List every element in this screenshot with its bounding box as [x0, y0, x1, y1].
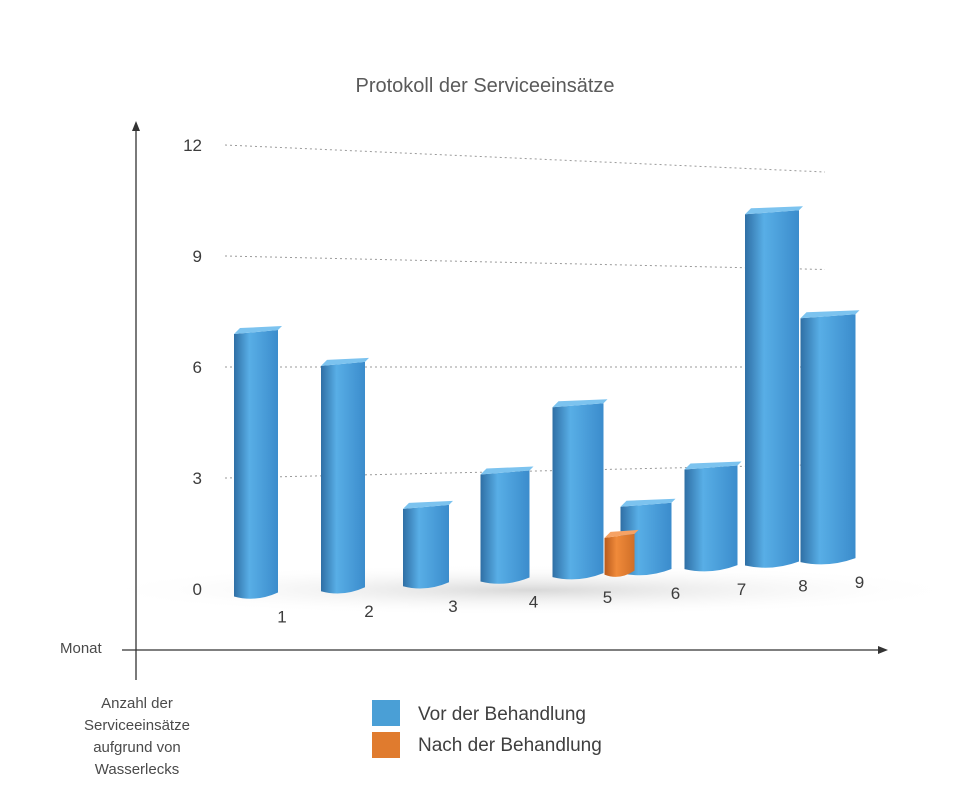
gridlines [224, 144, 826, 479]
y-tick-3: 3 [193, 469, 202, 488]
chart-title: Protokoll der Serviceeinsätze [355, 75, 614, 97]
y-axis-label: Anzahl der Serviceeinsätze aufgrund von … [84, 695, 190, 778]
x-tick-3: 3 [448, 597, 457, 616]
x-tick-8: 8 [798, 576, 807, 595]
legend-label-nach: Nach der Behandlung [418, 735, 602, 756]
bar-vor-5 [552, 399, 608, 580]
bar-vor-8 [745, 206, 803, 568]
gridline-9 [224, 255, 826, 270]
x-axis-arrow [878, 646, 888, 654]
y-axis-label-line-2: Serviceeinsätze [84, 717, 190, 734]
x-tick-7: 7 [737, 580, 746, 599]
y-tick-0: 0 [193, 580, 202, 599]
x-tick-9: 9 [855, 573, 864, 592]
bar-vor-2 [321, 357, 369, 594]
bar-vor-4 [480, 466, 534, 584]
x-axis-label: Monat [60, 640, 103, 657]
x-tick-1: 1 [277, 607, 286, 626]
y-tick-6: 6 [193, 358, 202, 377]
bar-vor-1 [234, 326, 282, 599]
y-axis-label-line-1: Anzahl der [101, 695, 173, 712]
x-tick-4: 4 [529, 593, 538, 612]
y-axis-label-line-4: Wasserlecks [95, 761, 179, 778]
floor-shadow [90, 564, 958, 616]
bar-vor-7 [684, 461, 742, 572]
x-tick-6: 6 [671, 584, 680, 603]
legend-swatch-vor [372, 700, 400, 726]
y-tick-12: 12 [183, 136, 202, 155]
legend: Vor der Behandlung Nach der Behandlung [372, 700, 602, 758]
category-labels: 1 2 3 4 5 6 7 8 9 [277, 573, 864, 626]
y-axis-arrow [132, 121, 140, 131]
y-tick-9: 9 [193, 247, 202, 266]
x-tick-5: 5 [603, 588, 612, 607]
bar-nach-5 [604, 529, 639, 577]
legend-swatch-nach [372, 732, 400, 758]
y-tick-labels: 0 3 6 9 12 [183, 136, 202, 599]
bars [234, 206, 860, 599]
bar-vor-9 [800, 310, 860, 565]
gridline-12 [224, 144, 826, 173]
bar-vor-3 [403, 500, 453, 589]
x-tick-2: 2 [364, 602, 373, 621]
y-axis-label-line-3: aufgrund von [93, 739, 181, 756]
legend-label-vor: Vor der Behandlung [418, 704, 586, 725]
